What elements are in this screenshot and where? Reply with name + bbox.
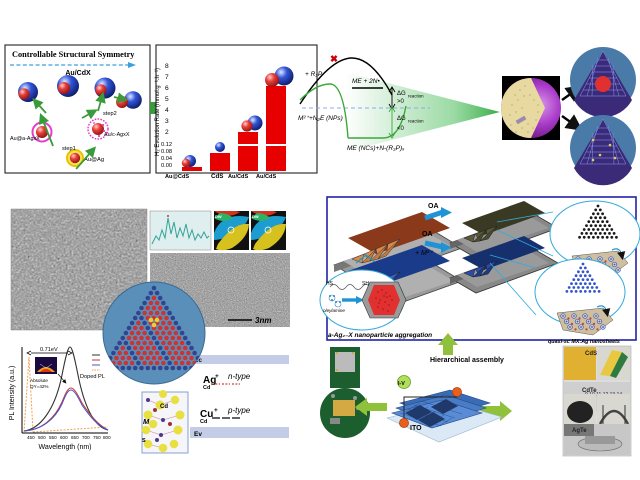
- svg-text:reaction: reaction: [408, 119, 424, 124]
- svg-text:step1: step1: [62, 146, 76, 152]
- svg-text:2: 2: [165, 129, 169, 136]
- svg-text:Au/CdS: Au/CdS: [228, 174, 248, 180]
- svg-text:reaction: reaction: [408, 94, 424, 99]
- svg-text:Wavelength (nm): Wavelength (nm): [38, 444, 91, 451]
- svg-text:I-V: I-V: [398, 381, 405, 387]
- svg-text:0.08: 0.08: [161, 149, 172, 155]
- svg-text:<0: <0: [397, 126, 405, 132]
- svg-text:750: 750: [93, 435, 101, 440]
- svg-text:450: 450: [27, 435, 35, 440]
- svg-text:M²⁺+N₂E (NPs): M²⁺+N₂E (NPs): [298, 115, 343, 122]
- svg-text:700: 700: [82, 435, 90, 440]
- svg-text:ΔG: ΔG: [397, 91, 406, 97]
- svg-text:n-type: n-type: [228, 372, 251, 381]
- svg-text:CdS: CdS: [585, 351, 597, 357]
- svg-text:HS: HS: [326, 281, 334, 287]
- svg-text:ΔG: ΔG: [397, 116, 406, 122]
- svg-text:3nm: 3nm: [255, 316, 271, 325]
- svg-text:6: 6: [165, 85, 169, 92]
- svg-text:step2: step2: [103, 111, 117, 117]
- svg-text:a-Ag₂₋X nanoparticle aggregati: a-Ag₂₋X nanoparticle aggregation: [328, 332, 432, 339]
- svg-text:OA: OA: [422, 231, 433, 238]
- svg-text:Cd: Cd: [203, 385, 210, 391]
- svg-text:DW: DW: [252, 214, 259, 219]
- svg-text:✖: ✖: [330, 54, 338, 65]
- svg-text:0.12: 0.12: [161, 142, 172, 148]
- svg-text:4: 4: [165, 107, 169, 114]
- svg-text:p-type: p-type: [227, 406, 251, 415]
- svg-text:Cd: Cd: [200, 419, 207, 425]
- svg-text:500: 500: [38, 435, 46, 440]
- svg-text:5: 5: [165, 96, 169, 103]
- svg-text:Doped PL: Doped PL: [80, 374, 105, 380]
- svg-text:Controllable Structural Symmet: Controllable Structural Symmetry: [12, 50, 135, 59]
- svg-text:Cd: Cd: [160, 404, 168, 410]
- svg-text:AgTe: AgTe: [572, 428, 587, 434]
- svg-text:600: 600: [60, 435, 68, 440]
- svg-text:ITO: ITO: [410, 425, 422, 432]
- svg-text:Au/CdS: Au/CdS: [256, 174, 276, 180]
- svg-text:ME (NCs)+N-(R₃P)ₓ: ME (NCs)+N-(R₃P)ₓ: [347, 145, 405, 152]
- svg-text:Au@CdS: Au@CdS: [165, 174, 189, 180]
- svg-text:Au/c-AgxX: Au/c-AgxX: [104, 132, 130, 138]
- svg-text:Hierarchical assembly: Hierarchical assembly: [430, 357, 504, 364]
- svg-text:800: 800: [103, 435, 111, 440]
- svg-text:M: M: [143, 417, 150, 426]
- svg-text:0.00: 0.00: [161, 163, 172, 169]
- svg-text:+ M²⁺: + M²⁺: [415, 250, 434, 257]
- svg-text:>0: >0: [397, 99, 405, 105]
- svg-text:QY=42%: QY=42%: [30, 384, 49, 389]
- svg-text:CdTe: CdTe: [582, 388, 597, 394]
- svg-text:550: 550: [49, 435, 57, 440]
- svg-text:650: 650: [71, 435, 79, 440]
- svg-text:7: 7: [165, 74, 169, 81]
- svg-text:OA: OA: [428, 203, 439, 210]
- svg-text:0.04: 0.04: [161, 156, 172, 162]
- svg-text:+: +: [214, 407, 218, 414]
- svg-text:ME + 2N•: ME + 2N•: [352, 78, 380, 85]
- svg-text:Ev: Ev: [194, 431, 202, 438]
- svg-text:3: 3: [165, 118, 169, 125]
- svg-text:oleylamine: oleylamine: [323, 308, 345, 313]
- svg-text:Au@a-AgxX: Au@a-AgxX: [10, 136, 40, 142]
- svg-text:0.71eV: 0.71eV: [40, 347, 58, 353]
- svg-text:DW: DW: [215, 214, 222, 219]
- svg-text:+: +: [215, 373, 219, 380]
- svg-text:CdS: CdS: [211, 173, 223, 180]
- svg-text:8: 8: [165, 63, 169, 70]
- svg-text:H₂ Evolution Rate (mmol.g⁻¹.h⁻: H₂ Evolution Rate (mmol.g⁻¹.h⁻¹): [155, 68, 161, 156]
- svg-text:Absolute: Absolute: [30, 378, 48, 383]
- svg-text:quasi-sc MX:Ag nanosheets: quasi-sc MX:Ag nanosheets: [548, 339, 620, 345]
- svg-text:S: S: [142, 438, 146, 444]
- svg-text:+ R₃P: + R₃P: [305, 71, 323, 78]
- svg-text:PL Intensity (a.u.): PL Intensity (a.u.): [9, 366, 16, 421]
